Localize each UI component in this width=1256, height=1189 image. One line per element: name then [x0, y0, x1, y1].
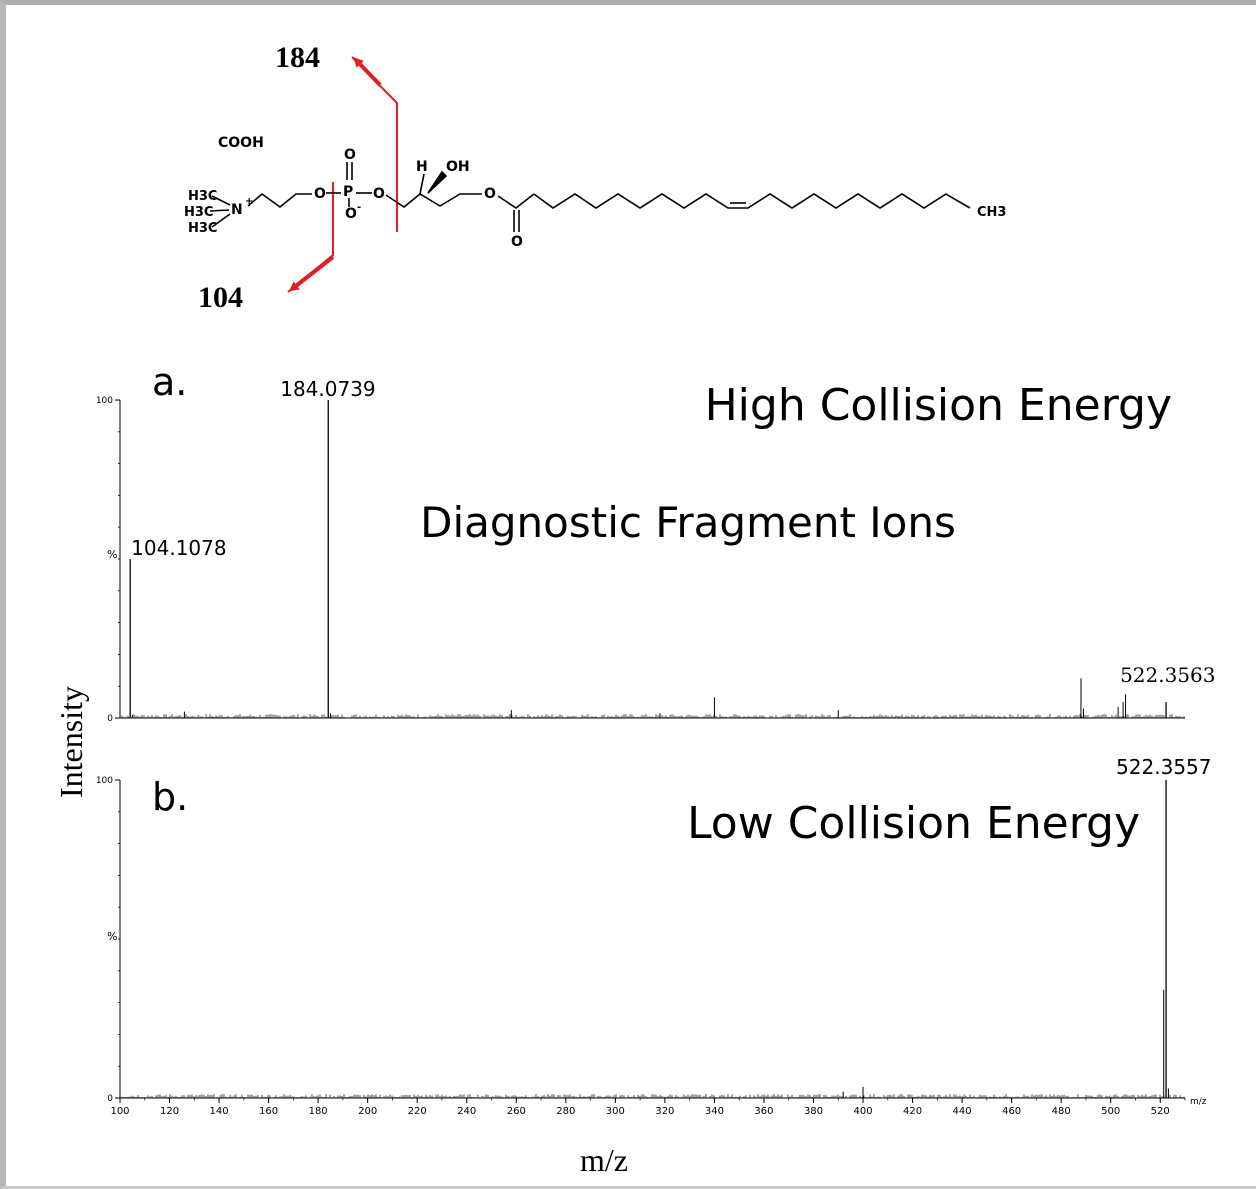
panel-a-marks: 0 100 104.1078 184.0739 522.3563	[96, 377, 1216, 724]
panel-b-x-tick-label: 520	[1151, 1106, 1170, 1117]
panel-b-x-tick-label: 160	[259, 1106, 278, 1117]
oxygen-label-right: O	[373, 186, 385, 202]
panel-b-x-tick-label: 140	[210, 1106, 229, 1117]
panel-b-x-tick-label: 480	[1052, 1106, 1071, 1117]
panel-b-x-tick-label: 200	[358, 1106, 377, 1117]
panel-a-title: High Collision Energy	[705, 380, 1172, 431]
panel-b-x-tick-label: 460	[1002, 1106, 1021, 1117]
oxygen-charge: -	[357, 202, 361, 213]
panel-b-x-tick-label: 440	[953, 1106, 972, 1117]
panel-b-x-tick-label: 400	[853, 1106, 872, 1117]
phosphorus-label: P	[343, 184, 353, 200]
panel-b-x-tick-label: 280	[556, 1106, 575, 1117]
panel-b-x-tick-label: 380	[804, 1106, 823, 1117]
spectra: Intensity m/z a. High Collision Energy D…	[53, 360, 1216, 1178]
oxygen-label-minus: O	[345, 206, 357, 222]
structure-bonds	[209, 162, 971, 232]
panel-b-marks: 0 100 100 120 140 160 180 200 220 240 260 280 300 320…	[96, 755, 1212, 1117]
methyl-label-c: H3C	[188, 221, 217, 236]
panel-b-peak-label: 522.3557	[1116, 755, 1211, 779]
fragment-label-184: 184	[275, 41, 320, 74]
oxygen-label-glycerol: O	[484, 186, 496, 202]
panel-b-x-tick-label: 500	[1101, 1106, 1120, 1117]
panel-b-x-tick-label: 220	[408, 1106, 427, 1117]
oxygen-label-left: O	[314, 186, 326, 202]
x-axis-title: m/z	[580, 1142, 628, 1178]
panel-b-x-tick-label: 360	[754, 1106, 773, 1117]
oxygen-label-top: O	[344, 147, 356, 163]
panel-a-ylabel: %	[107, 548, 117, 561]
panel-b-x-tick-label: 180	[309, 1106, 328, 1117]
hydroxyl-label: OH	[446, 159, 470, 175]
panel-b-label: b.	[152, 775, 188, 819]
arrow-104	[288, 255, 335, 292]
panel-b-x-tick-label: 320	[655, 1106, 674, 1117]
oxygen-label-carbonyl: O	[511, 234, 523, 250]
panel-b-noise-baseline	[119, 1094, 1185, 1098]
panel-b-y-tick-label: 0	[107, 1094, 113, 1104]
panel-a: a. High Collision Energy Diagnostic Frag…	[96, 360, 1216, 724]
panel-b-x-tick-label: 260	[507, 1106, 526, 1117]
panel-b-x-unit: m/z	[1190, 1097, 1207, 1107]
panel-a-noise-baseline	[119, 714, 1185, 718]
nitrogen-label: N	[231, 202, 243, 218]
panel-a-peak-label: 522.3563	[1120, 663, 1215, 687]
nitrogen-charge: +	[245, 196, 253, 207]
panel-b: b. Low Collision Energy % m/z 0 100 100 120…	[96, 755, 1212, 1117]
panel-b-ylabel: %	[107, 930, 117, 943]
panel-b-x-tick-label: 120	[160, 1106, 179, 1117]
hydrogen-label: H	[416, 159, 428, 175]
panel-a-label: a.	[152, 360, 187, 404]
panel-a-y-tick-label: 0	[107, 714, 113, 724]
panel-b-x-tick-label: 420	[903, 1106, 922, 1117]
methyl-label-a: H3C	[188, 189, 217, 204]
panel-a-annotation: Diagnostic Fragment Ions	[420, 498, 956, 547]
panel-b-x-tick-label: 300	[606, 1106, 625, 1117]
methyl-label-b: H3C	[184, 205, 213, 220]
arrow-184	[353, 57, 382, 87]
panel-b-x-tick-label: 240	[457, 1106, 476, 1117]
methyl-end-label: CH3	[977, 205, 1006, 220]
fragment-label-104: 104	[198, 281, 243, 314]
panel-b-y-tick-label: 100	[96, 776, 113, 786]
panel-a-peak-label: 184.0739	[280, 377, 375, 401]
panel-b-x-tick-label: 340	[705, 1106, 724, 1117]
molecular-structure: 184 104 COOH H3C H3C H3C N + O P O O - O…	[184, 41, 1006, 314]
panel-a-y-tick-label: 100	[96, 396, 113, 406]
y-axis-title: Intensity	[53, 686, 89, 798]
panel-b-title: Low Collision Energy	[687, 798, 1140, 849]
panel-b-x-tick-label: 100	[110, 1106, 129, 1117]
panel-a-peak-label: 104.1078	[131, 536, 226, 560]
cooh-label: COOH	[218, 135, 264, 151]
